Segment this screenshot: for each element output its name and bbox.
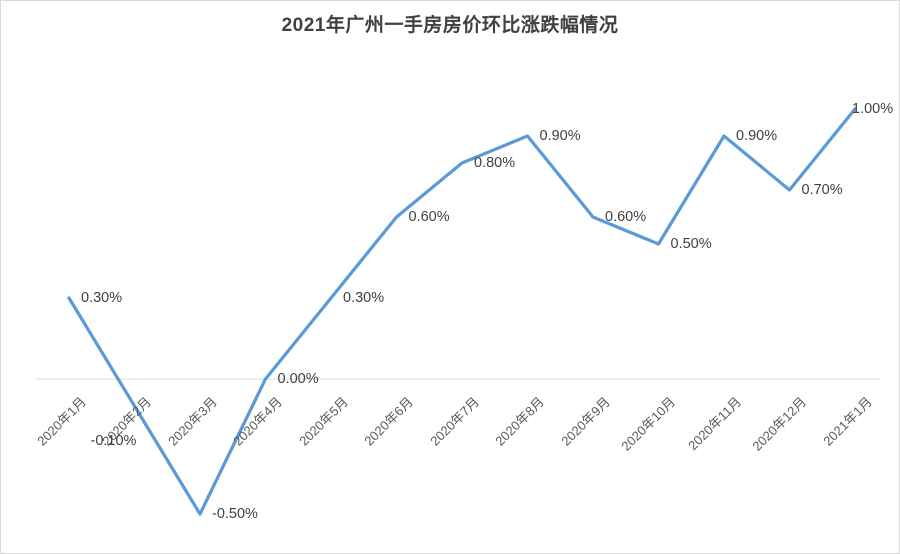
data-label: 0.70% — [801, 182, 843, 198]
data-label: 0.30% — [343, 290, 385, 306]
data-label: 0.90% — [736, 128, 778, 144]
data-label: 0.50% — [670, 236, 712, 252]
data-label: 0.30% — [81, 290, 123, 306]
data-label: 0.60% — [605, 209, 647, 225]
data-label: 0.60% — [408, 209, 450, 225]
data-label: -0.50% — [212, 506, 258, 522]
data-label: -0.10% — [90, 433, 137, 449]
data-label: 0.90% — [539, 128, 581, 144]
chart-title: 2021年广州一手房房价环比涨跌幅情况 — [281, 15, 619, 36]
price-change-line-series — [67, 107, 857, 516]
data-label: 0.00% — [277, 371, 319, 387]
data-label: 1.00% — [852, 101, 894, 117]
data-label: 0.80% — [474, 155, 516, 171]
